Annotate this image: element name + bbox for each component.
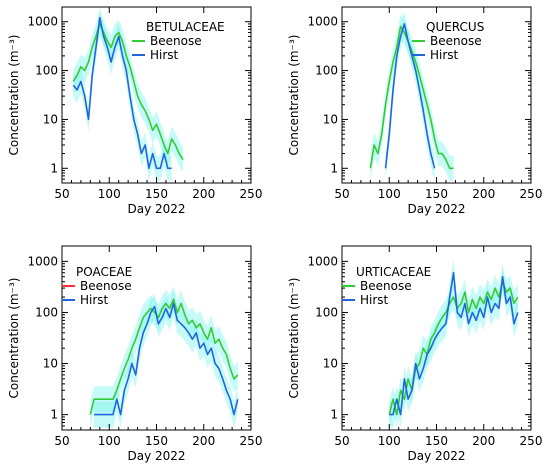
y-tick-label: 1 [330,161,338,175]
x-tick-label: 50 [334,434,349,448]
chart-panel-3: 50 100 150 200 250 1 10 100 1000 Day 2022 Concentr… [7,245,263,463]
uncertainty-band-beenose [90,286,238,428]
uncertainty-band-beenose [370,14,454,181]
x-tick-label: 100 [378,187,401,201]
legend-label-beenose: Beenose [150,34,202,48]
y-tick-label: 100 [35,64,58,78]
series-line-hirst [72,16,172,170]
y-tick-label: 10 [323,357,338,371]
legend-label-hirst: Hirst [430,48,459,62]
y-tick-label: 1000 [307,254,338,268]
y-axis-title: Concentration (m⁻³) [287,35,301,156]
chart-title: POACEAE [76,265,132,279]
y-tick-label: 1000 [307,15,338,29]
x-tick-label: 150 [145,434,168,448]
y-tick-label: 1 [50,408,58,422]
chart-title: QUERCUS [426,20,484,34]
y-axis-title: Concentration (m⁻³) [7,35,21,156]
legend-label-hirst: Hirst [150,48,179,62]
y-axis-title: Concentration (m⁻³) [7,278,21,399]
series-line-hirst [389,271,519,416]
y-tick-label: 100 [315,305,338,319]
series-line-hirst [384,23,436,169]
chart-panel-1: 50 100 150 200 250 1 10 100 1000 Day 2022 Concentr… [7,6,263,216]
series-line-hirst [94,302,239,416]
series-line-beenose [89,298,239,415]
y-axis-title: Concentration (m⁻³) [287,278,301,399]
x-tick-label: 250 [240,434,263,448]
x-axis-title: Day 2022 [127,202,185,216]
x-tick-label: 250 [240,187,263,201]
x-tick-label: 100 [378,434,401,448]
y-tick-label: 100 [315,64,338,78]
y-tick-label: 100 [35,305,58,319]
series-line-beenose [369,25,454,170]
x-tick-label: 50 [334,187,349,201]
x-axis-title: Day 2022 [407,202,465,216]
x-axis-title: Day 2022 [407,449,465,463]
x-tick-label: 150 [145,187,168,201]
x-tick-label: 200 [472,434,495,448]
x-tick-label: 150 [425,187,448,201]
uncertainty-band-hirst [389,259,518,428]
y-tick-label: 1 [50,161,58,175]
chart-title: BETULACEAE [146,20,225,34]
x-axis-title: Day 2022 [127,449,185,463]
x-tick-label: 250 [520,187,543,201]
x-tick-label: 50 [54,434,69,448]
series-line-beenose [388,280,519,416]
legend-label-beenose: Beenose [80,279,132,293]
y-tick-label: 10 [43,357,58,371]
x-tick-label: 200 [192,187,215,201]
chart-panel-2: 50 100 150 200 250 1 10 100 1000 Day 2022 Concentr… [287,6,543,216]
x-tick-label: 100 [98,434,121,448]
x-tick-label: 50 [54,187,69,201]
legend-label-hirst: Hirst [80,293,109,307]
x-tick-label: 150 [425,434,448,448]
legend-label-hirst: Hirst [360,293,389,307]
y-tick-label: 1000 [27,254,58,268]
y-tick-label: 1 [330,408,338,422]
x-tick-label: 100 [98,187,121,201]
y-tick-label: 1000 [27,15,58,29]
y-tick-label: 10 [43,112,58,126]
chart-title: URTICACEAE [356,265,431,279]
legend-label-beenose: Beenose [360,279,412,293]
chart-panel-4: 50 100 150 200 250 1 10 100 1000 Day 2022 Concentr… [287,245,543,463]
x-tick-label: 200 [192,434,215,448]
series-line-beenose [72,23,184,161]
legend-label-beenose: Beenose [430,34,482,48]
uncertainty-band-beenose [73,11,183,173]
x-tick-label: 250 [520,434,543,448]
x-tick-label: 200 [472,187,495,201]
y-tick-label: 10 [323,112,338,126]
